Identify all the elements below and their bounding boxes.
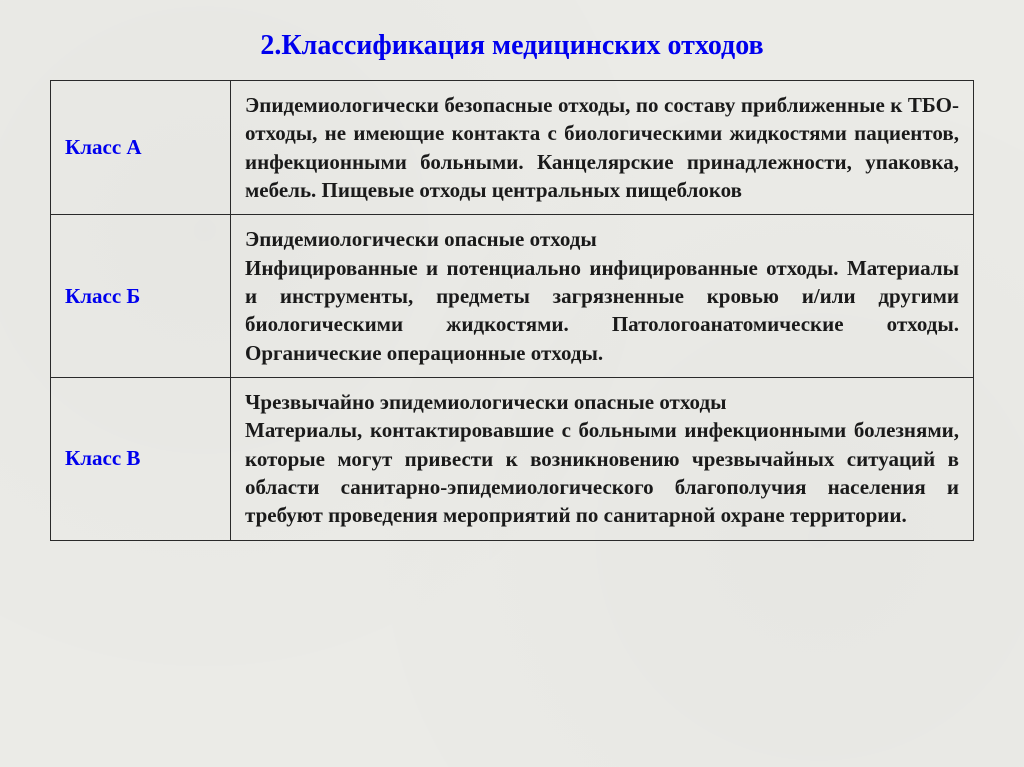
page-title: 2.Классификация медицинских отходов [50,30,974,62]
class-label-v: Класс В [51,378,231,541]
class-label-b: Класс Б [51,215,231,378]
class-description-b: Эпидемиологически опасные отходыИнфициро… [231,215,974,378]
class-description-a: Эпидемиологически безопасные отходы, по … [231,81,974,215]
table-row: Класс В Чрезвычайно эпидемиологически оп… [51,378,974,541]
table-row: Класс Б Эпидемиологически опасные отходы… [51,215,974,378]
table-row: Класс А Эпидемиологически безопасные отх… [51,81,974,215]
class-description-v: Чрезвычайно эпидемиологически опасные от… [231,378,974,541]
class-label-a: Класс А [51,81,231,215]
classification-table: Класс А Эпидемиологически безопасные отх… [50,80,974,541]
